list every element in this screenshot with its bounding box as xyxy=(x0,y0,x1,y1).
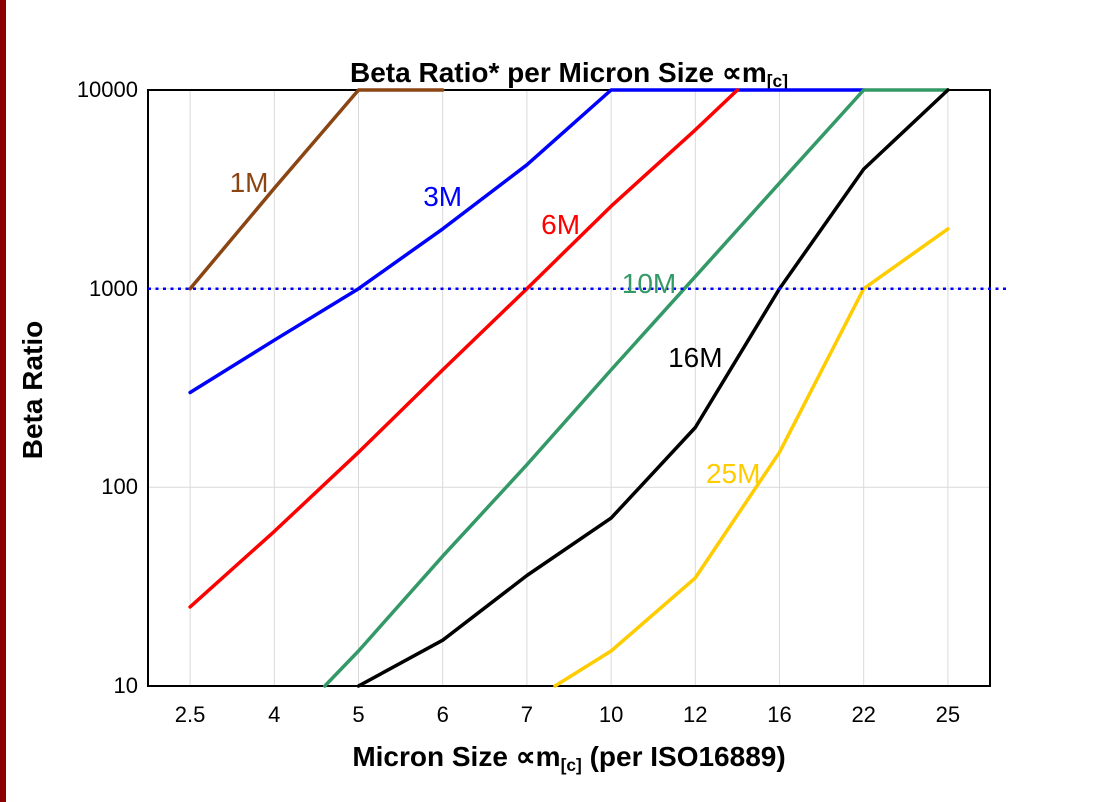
chart-title-text: Beta Ratio* per Micron Size ∝m xyxy=(350,57,767,88)
x-axis-title-suffix: (per ISO16889) xyxy=(581,741,786,772)
x-axis-title: Micron Size ∝m[c] (per ISO16889) xyxy=(148,740,990,776)
series-line-25M xyxy=(553,227,950,688)
series-line-6M xyxy=(188,88,740,609)
series-line-3M xyxy=(188,88,866,395)
series-line-10M xyxy=(323,88,950,688)
x-axis-title-subscript: [c] xyxy=(560,754,582,775)
chart-title: Beta Ratio* per Micron Size ∝m[c] xyxy=(148,56,990,92)
left-border-stripe xyxy=(0,0,6,802)
chart-title-subscript: [c] xyxy=(766,70,788,91)
plot-border xyxy=(147,89,991,687)
series-line-1M xyxy=(188,88,445,291)
x-axis-title-text: Micron Size ∝m xyxy=(352,741,561,772)
series-line-16M xyxy=(356,88,950,688)
